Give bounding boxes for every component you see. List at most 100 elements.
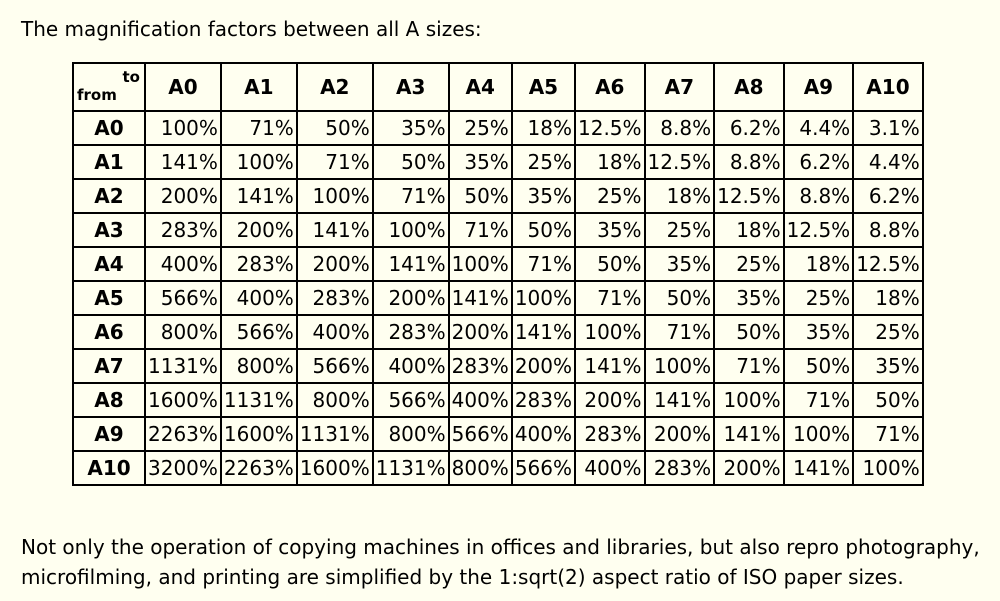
table-cell: 283% bbox=[144, 212, 222, 248]
table-cell: 12.5% bbox=[852, 246, 924, 282]
table-body: A0 100% 71% 50% 35% 25% 18% 12.5% 8.8% 6.2% 4.4% 3.… bbox=[72, 110, 924, 486]
table-cell: 8.8% bbox=[782, 178, 855, 214]
table-cell: 283% bbox=[295, 280, 374, 316]
column-header-a7: A7 bbox=[643, 62, 716, 112]
table-cell: 100% bbox=[852, 450, 924, 486]
table-row: A6 800% 566% 400% 283% 200% 141% 100% 71% 50% 35% 2… bbox=[72, 314, 924, 350]
table-cell: 566% bbox=[371, 382, 450, 418]
table-cell: 25% bbox=[510, 144, 577, 180]
table-cell: 1600% bbox=[295, 450, 374, 486]
table-cell: 100% bbox=[295, 178, 374, 214]
table-row: A10 3200% 2263% 1600% 1131% 800% 566% 400% 283% 2… bbox=[72, 450, 924, 486]
table-cell: 35% bbox=[574, 212, 646, 248]
table-cell: 100% bbox=[574, 314, 646, 350]
table-cell: 1600% bbox=[144, 382, 222, 418]
table-row: A7 1131% 800% 566% 400% 283% 200% 141% 100% 71% 50… bbox=[72, 348, 924, 384]
row-header-a5: A5 bbox=[72, 280, 146, 316]
table-cell: 50% bbox=[295, 110, 374, 146]
table-cell: 25% bbox=[852, 314, 924, 350]
table-cell: 100% bbox=[510, 280, 577, 316]
table-cell: 25% bbox=[643, 212, 716, 248]
table-cell: 100% bbox=[447, 246, 513, 282]
table-cell: 200% bbox=[219, 212, 298, 248]
table-cell: 50% bbox=[510, 212, 577, 248]
table-cell: 1131% bbox=[219, 382, 298, 418]
table-cell: 1600% bbox=[219, 416, 298, 452]
table-cell: 283% bbox=[447, 348, 513, 384]
row-header-a8: A8 bbox=[72, 382, 146, 418]
table-cell: 35% bbox=[447, 144, 513, 180]
table-cell: 71% bbox=[713, 348, 785, 384]
table-row: A8 1600% 1131% 800% 566% 400% 283% 200% 141% 100%… bbox=[72, 382, 924, 418]
table-cell: 6.2% bbox=[852, 178, 924, 214]
table-cell: 25% bbox=[782, 280, 855, 316]
table-cell: 283% bbox=[371, 314, 450, 350]
table-cell: 141% bbox=[643, 382, 716, 418]
table-cell: 100% bbox=[713, 382, 785, 418]
table-cell: 400% bbox=[574, 450, 646, 486]
table-row: A4 400% 283% 200% 141% 100% 71% 50% 35% 25% 18% 12.… bbox=[72, 246, 924, 282]
table-cell: 35% bbox=[713, 280, 785, 316]
table-cell: 35% bbox=[643, 246, 716, 282]
table-cell: 200% bbox=[144, 178, 222, 214]
table-cell: 141% bbox=[295, 212, 374, 248]
table-cell: 566% bbox=[447, 416, 513, 452]
table-cell: 35% bbox=[371, 110, 450, 146]
table-cell: 18% bbox=[782, 246, 855, 282]
table-cell: 71% bbox=[295, 144, 374, 180]
table-cell: 400% bbox=[219, 280, 298, 316]
column-header-a1: A1 bbox=[219, 62, 298, 112]
table-cell: 200% bbox=[643, 416, 716, 452]
table-cell: 141% bbox=[510, 314, 577, 350]
outro-text: Not only the operation of copying machin… bbox=[21, 535, 980, 589]
table-cell: 50% bbox=[643, 280, 716, 316]
table-cell: 25% bbox=[713, 246, 785, 282]
table-cell: 18% bbox=[574, 144, 646, 180]
table-cell: 35% bbox=[852, 348, 924, 384]
table-cell: 283% bbox=[219, 246, 298, 282]
table-cell: 200% bbox=[510, 348, 577, 384]
table-cell: 71% bbox=[371, 178, 450, 214]
table-header-row: to from A0 A1 A2 A3 A4 A5 A6 A7 A8 A9 A10 bbox=[72, 62, 924, 112]
magnification-table: to from A0 A1 A2 A3 A4 A5 A6 A7 A8 A9 A10 A0 100% 71… bbox=[72, 62, 924, 486]
table-row: A9 2263% 1600% 1131% 800% 566% 400% 283% 200% 141… bbox=[72, 416, 924, 452]
table-cell: 50% bbox=[371, 144, 450, 180]
row-header-a6: A6 bbox=[72, 314, 146, 350]
column-header-a3: A3 bbox=[371, 62, 450, 112]
table-cell: 141% bbox=[371, 246, 450, 282]
table-cell: 200% bbox=[713, 450, 785, 486]
table-cell: 141% bbox=[447, 280, 513, 316]
table-cell: 50% bbox=[574, 246, 646, 282]
table-cell: 400% bbox=[144, 246, 222, 282]
table-cell: 200% bbox=[447, 314, 513, 350]
row-header-a10: A10 bbox=[72, 450, 146, 486]
table-cell: 18% bbox=[643, 178, 716, 214]
table-cell: 100% bbox=[643, 348, 716, 384]
table-cell: 200% bbox=[371, 280, 450, 316]
table-cell: 800% bbox=[144, 314, 222, 350]
table-cell: 400% bbox=[510, 416, 577, 452]
table-cell: 50% bbox=[782, 348, 855, 384]
table-row: A3 283% 200% 141% 100% 71% 50% 35% 25% 18% 12.5% 8.… bbox=[72, 212, 924, 248]
row-header-a4: A4 bbox=[72, 246, 146, 282]
table-cell: 800% bbox=[447, 450, 513, 486]
row-header-a0: A0 bbox=[72, 110, 146, 146]
table-cell: 8.8% bbox=[852, 212, 924, 248]
table-cell: 141% bbox=[219, 178, 298, 214]
table-cell: 18% bbox=[852, 280, 924, 316]
corner-header: to from bbox=[72, 62, 146, 112]
table-cell: 12.5% bbox=[782, 212, 855, 248]
table-row: A0 100% 71% 50% 35% 25% 18% 12.5% 8.8% 6.2% 4.4% 3.… bbox=[72, 110, 924, 146]
table-cell: 4.4% bbox=[782, 110, 855, 146]
table-cell: 566% bbox=[510, 450, 577, 486]
table-cell: 100% bbox=[144, 110, 222, 146]
table-cell: 1131% bbox=[295, 416, 374, 452]
table-cell: 141% bbox=[782, 450, 855, 486]
table-cell: 35% bbox=[782, 314, 855, 350]
table-cell: 71% bbox=[643, 314, 716, 350]
table-cell: 71% bbox=[852, 416, 924, 452]
row-header-a1: A1 bbox=[72, 144, 146, 180]
table-cell: 50% bbox=[713, 314, 785, 350]
table-cell: 50% bbox=[852, 382, 924, 418]
table-cell: 3.1% bbox=[852, 110, 924, 146]
